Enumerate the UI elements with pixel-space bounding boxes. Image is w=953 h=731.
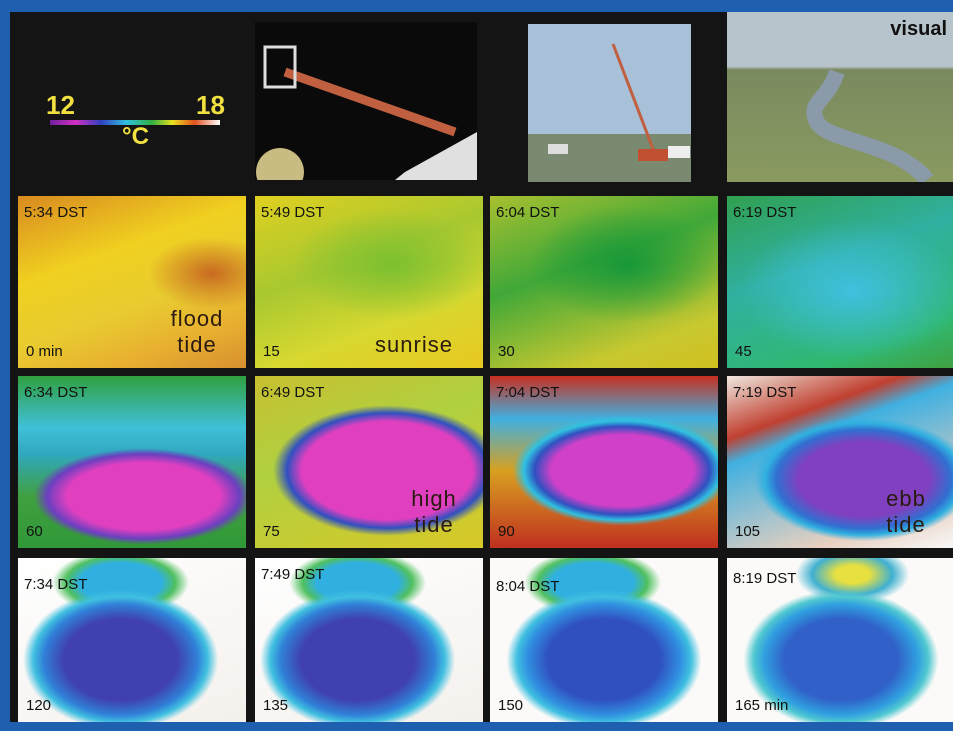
minutes: 105 [735,523,761,540]
minutes: 75 [263,523,280,540]
time: 6:04 DST [496,204,560,221]
time: 7:49 DST [261,566,325,583]
figure: 12 18 °C visual 5:34 DST 0 min flood tide … [10,12,953,722]
thermal-panel: 5:49 DST 15 sunrise [255,196,483,368]
time: 5:49 DST [261,204,325,221]
time: 5:34 DST [24,204,88,221]
thermal-panel: 7:49 DST 135 [255,558,483,722]
photo-night-lift [255,22,477,180]
color-scale: 12 18 °C [46,90,225,150]
thermal-panel: 5:34 DST 0 min flood tide [18,196,246,368]
thermal-panel: 7:04 DST 90 [490,376,718,548]
note: high tide [411,486,457,537]
color-bar [50,120,220,125]
thermal-panel: 6:49 DST 75 high tide [255,376,483,548]
time: 6:19 DST [733,204,797,221]
minutes: 60 [26,523,43,540]
thermal-panel: 6:34 DST 60 [18,376,246,548]
photo-day-lift [528,24,691,182]
note: flood tide [170,306,224,357]
time: 6:34 DST [24,384,88,401]
note: sunrise [375,332,453,357]
thermal-panel: 6:04 DST 30 [490,196,718,368]
time: 7:34 DST [24,576,88,593]
thermal-panel: 7:34 DST 120 [18,558,246,722]
time: 8:04 DST [496,578,560,595]
time: 8:19 DST [733,570,797,587]
minutes: 150 [498,697,524,714]
photo-visual: visual [727,12,953,182]
thermal-panel: 8:04 DST 150 [490,558,718,722]
time: 6:49 DST [261,384,325,401]
scale-unit: °C [122,123,149,150]
time: 7:19 DST [733,384,797,401]
minutes: 135 [263,697,289,714]
time: 7:04 DST [496,384,560,401]
thermal-panel: 8:19 DST 165 min [727,558,953,722]
stream [806,69,934,182]
minutes: 90 [498,523,515,540]
scale-min: 12 [46,90,75,120]
minutes: 120 [26,697,52,714]
minutes: 30 [498,343,515,360]
note: ebb tide [886,486,926,537]
thermal-panel: 6:19 DST 45 [727,196,953,368]
minutes: 45 [735,343,752,360]
photo-label: visual [890,18,947,40]
minutes: 0 min [26,343,63,360]
thermal-panel: 7:19 DST 105 ebb tide [727,376,953,548]
minutes: 15 [263,343,280,360]
minutes: 165 min [735,697,789,714]
scale-max: 18 [196,90,225,120]
